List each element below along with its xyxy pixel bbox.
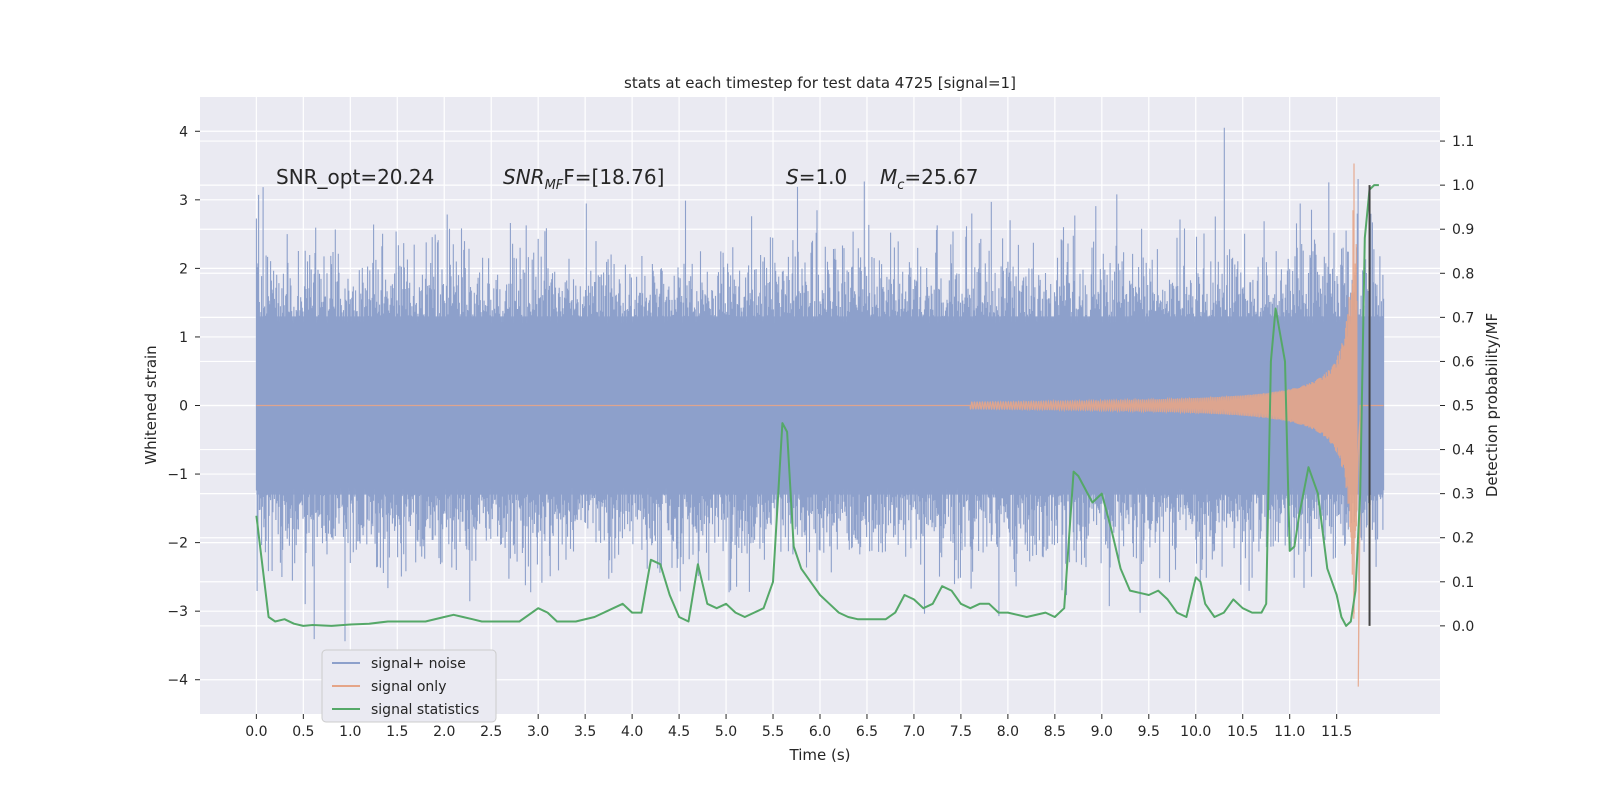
x-tick-label: 0.0	[245, 724, 267, 740]
annotation-snr-mf-main: SNR	[503, 165, 545, 189]
legend-label-signal-plus-noise: signal+ noise	[371, 656, 466, 672]
x-tick-label: 4.5	[668, 724, 690, 740]
x-tick-label: 6.5	[856, 724, 878, 740]
annotation-snr-mf-rest: F=[18.76]	[563, 165, 664, 189]
y2-tick-label: 0.9	[1452, 222, 1474, 238]
y-tick-label: −4	[167, 673, 188, 689]
x-tick-label: 10.0	[1180, 724, 1211, 740]
signal-statistics-line	[255, 184, 1379, 627]
y-tick-label: 1	[179, 330, 188, 346]
x-tick-label: 9.0	[1091, 724, 1113, 740]
x-tick-label: 5.0	[715, 724, 737, 740]
series-signal-statistics	[255, 184, 1379, 627]
x-tick-label: 7.0	[903, 724, 925, 740]
y-tick-label: −3	[167, 604, 188, 620]
y2-tick-label: 0.1	[1452, 575, 1474, 591]
y-tick-label: −2	[167, 536, 188, 552]
x-tick-label: 6.0	[809, 724, 831, 740]
annotation-snr-mf: SNRMFF=[18.76]	[503, 165, 664, 193]
y2-tick-label: 0.8	[1452, 266, 1474, 282]
y-axis-label: Whitened strain	[142, 345, 160, 464]
y2-tick-label: 1.1	[1452, 134, 1474, 150]
y-axis-ticks: 4 3 2 1 0 −1 −2 −3 −4	[167, 124, 200, 689]
x-tick-label: 11.0	[1274, 724, 1305, 740]
legend-label-signal-statistics: signal statistics	[371, 702, 479, 718]
x-tick-label: 7.5	[950, 724, 972, 740]
x-tick-label: 10.5	[1227, 724, 1258, 740]
x-tick-label: 0.5	[292, 724, 314, 740]
y2-tick-label: 0.2	[1452, 531, 1474, 547]
y2-axis-label: Detection probability/MF	[1483, 313, 1501, 497]
x-tick-label: 2.0	[433, 724, 455, 740]
y2-tick-label: 0.7	[1452, 310, 1474, 326]
y2-tick-label: 0.5	[1452, 399, 1474, 415]
chart-title: stats at each timestep for test data 472…	[624, 74, 1016, 92]
x-tick-label: 9.5	[1138, 724, 1160, 740]
x-tick-label: 3.5	[574, 724, 596, 740]
y2-tick-label: 0.4	[1452, 443, 1474, 459]
x-tick-label: 4.0	[621, 724, 643, 740]
x-tick-label: 8.5	[1044, 724, 1066, 740]
annotation-snr-opt: SNR_opt=20.24	[276, 165, 434, 189]
x-axis-label: Time (s)	[789, 746, 851, 764]
annotation-snr-mf-sub: MF	[545, 178, 564, 193]
annotation-mc-sub: c	[897, 178, 904, 193]
x-tick-label: 11.5	[1321, 724, 1352, 740]
legend-box	[321, 649, 497, 723]
annotation-s-italic: S	[786, 165, 799, 189]
x-tick-label: 3.0	[527, 724, 549, 740]
annotation-mc-rest: =25.67	[904, 165, 978, 189]
y2-tick-label: 0.0	[1452, 619, 1474, 635]
y2-tick-label: 0.6	[1452, 354, 1474, 370]
y2-tick-label: 1.0	[1452, 178, 1474, 194]
annotation-mc: Mc=25.67	[880, 165, 978, 193]
x-tick-label: 1.0	[339, 724, 361, 740]
annotation-mc-main: M	[880, 165, 897, 189]
series-signal-only	[256, 163, 1384, 687]
y2-axis-ticks: 1.1 1.0 0.9 0.8 0.7 0.6 0.5 0.4 0.3 0.2 0.1 0.0	[1440, 134, 1474, 635]
x-tick-label: 8.0	[997, 724, 1019, 740]
y-tick-label: 4	[179, 124, 188, 140]
y2-tick-label: 0.3	[1452, 487, 1474, 503]
x-tick-label: 1.5	[386, 724, 408, 740]
annotation-s: S=1.0	[786, 165, 847, 189]
y-tick-label: 2	[179, 261, 188, 277]
x-tick-label: 2.5	[480, 724, 502, 740]
noise-spikes	[255, 127, 1385, 642]
x-tick-label: 5.5	[762, 724, 784, 740]
y-tick-label: 0	[179, 399, 188, 415]
legend: signal+ noise signal only signal statist…	[321, 649, 497, 723]
annotation-s-rest: =1.0	[799, 165, 848, 189]
y-tick-label: 3	[179, 193, 188, 209]
y-tick-label: −1	[167, 467, 188, 483]
signal-only-line	[256, 163, 1384, 687]
legend-label-signal-only: signal only	[371, 679, 446, 695]
x-axis-ticks: 0.0 0.5 1.0 1.5 2.0 2.5 3.0 3.5 4.0 4.5 5.0 5.5 6.0 6…	[245, 714, 1352, 740]
